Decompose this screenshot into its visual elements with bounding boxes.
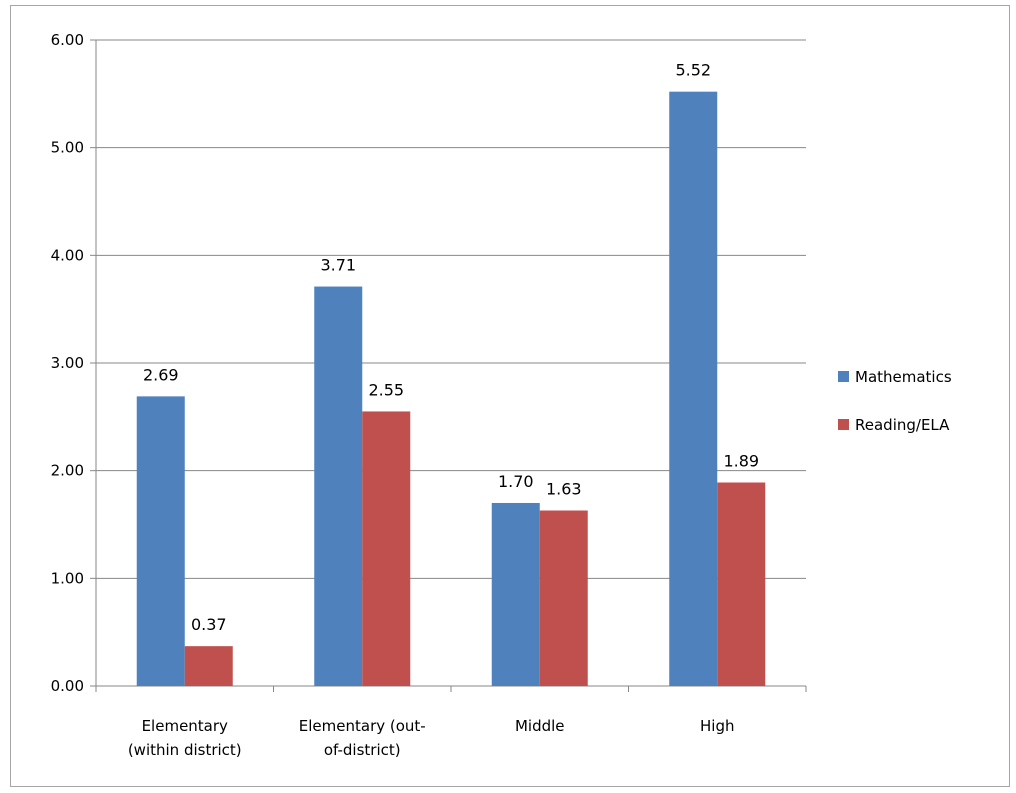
data-label: 1.70 [498, 472, 534, 491]
legend-swatch [838, 371, 849, 382]
data-label: 5.52 [675, 61, 711, 80]
bar-mathematics-3 [669, 91, 718, 687]
x-category-label: Elementary [142, 717, 228, 735]
legend-swatch [838, 419, 849, 430]
data-label: 1.89 [723, 452, 759, 471]
bar-reading-ela-3 [717, 482, 766, 686]
x-category-label: Middle [515, 717, 565, 735]
bar-reading-ela-1 [362, 411, 411, 686]
y-tick-label: 1.00 [51, 569, 84, 587]
data-label: 2.69 [143, 365, 179, 384]
y-tick-label: 6.00 [51, 31, 84, 49]
x-category-label: High [700, 717, 734, 735]
bar-mathematics-1 [314, 286, 363, 686]
legend-label: Mathematics [855, 368, 952, 386]
x-category-label: (within district) [128, 741, 242, 759]
y-tick-label: 5.00 [51, 139, 84, 157]
bar-reading-ela-0 [184, 646, 233, 686]
data-label: 2.55 [368, 380, 404, 399]
data-label: 0.37 [191, 615, 227, 634]
data-label: 1.63 [546, 480, 582, 499]
bar-reading-ela-2 [539, 510, 588, 686]
y-tick-label: 0.00 [51, 677, 84, 695]
x-category-label: Elementary (out- [299, 717, 426, 735]
data-label: 3.71 [320, 256, 356, 275]
y-tick-label: 3.00 [51, 354, 84, 372]
y-tick-label: 4.00 [51, 246, 84, 264]
bar-mathematics-2 [491, 502, 540, 686]
y-tick-label: 2.00 [51, 462, 84, 480]
bar-mathematics-0 [136, 396, 185, 686]
legend-label: Reading/ELA [855, 416, 950, 434]
x-category-label: of-district) [324, 741, 401, 759]
